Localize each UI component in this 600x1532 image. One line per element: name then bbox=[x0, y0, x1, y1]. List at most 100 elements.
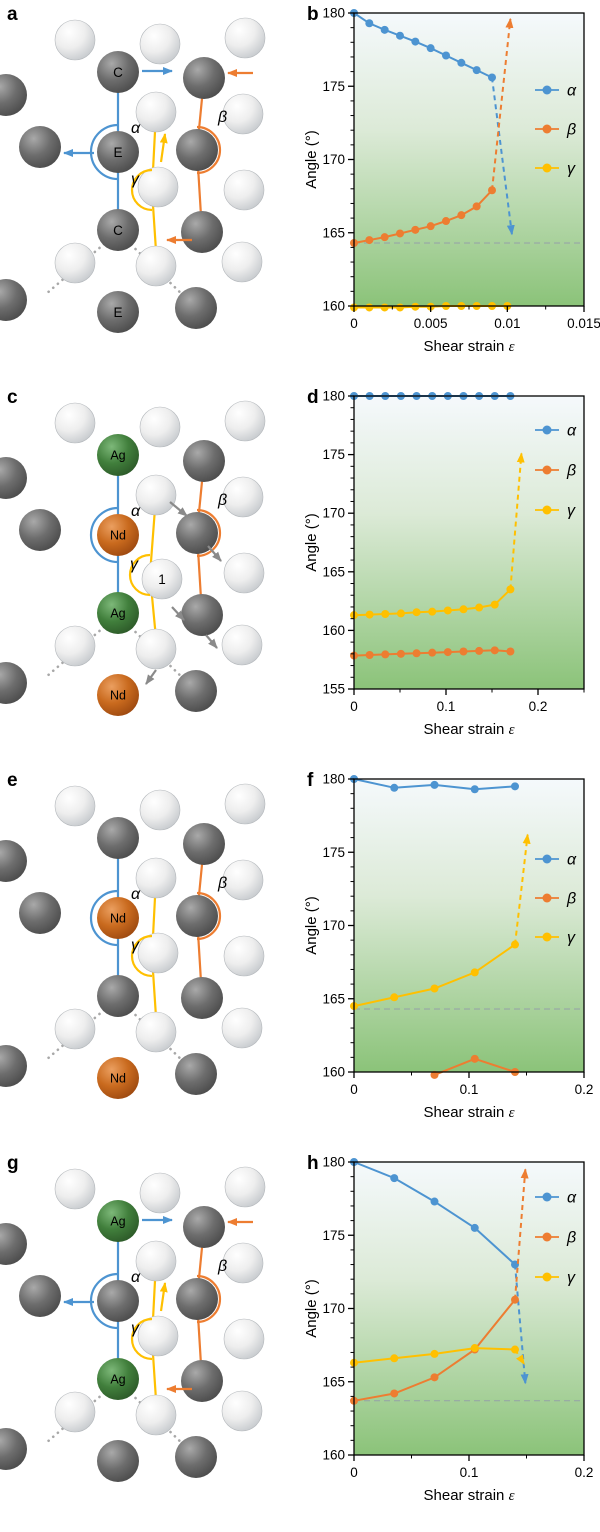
atom-sphere bbox=[183, 1206, 225, 1248]
data-point-α bbox=[396, 31, 404, 40]
data-point-α bbox=[390, 1174, 399, 1183]
panel-label-a: a bbox=[7, 4, 18, 25]
panel-d: 155 160 165 170 175 180 0 0.1 0.2 Shear strain ε A… bbox=[300, 383, 600, 766]
data-point-γ bbox=[430, 984, 439, 993]
x-tick-label: 0.2 bbox=[575, 1465, 594, 1480]
y-tick-label: 165 bbox=[322, 1374, 345, 1389]
atom-sphere bbox=[97, 1440, 139, 1482]
data-point-β bbox=[426, 222, 435, 231]
atom-sphere bbox=[0, 279, 27, 321]
legend-label: γ bbox=[567, 1270, 576, 1287]
atom-sphere bbox=[176, 895, 218, 937]
angle-symbol: α bbox=[131, 503, 141, 520]
atom-sphere bbox=[0, 840, 27, 882]
x-tick-label: 0.1 bbox=[460, 1465, 479, 1480]
atom-sphere bbox=[97, 817, 139, 859]
atom-sphere bbox=[0, 1045, 27, 1087]
atom-sphere bbox=[97, 514, 139, 556]
atom-sphere bbox=[135, 1011, 177, 1053]
angle-vs-strain-chart-f: 160 165 170 175 180 0 0.1 0.2 Shear strain ε Angl… bbox=[303, 772, 593, 1122]
data-point-α bbox=[511, 782, 519, 791]
data-point-β bbox=[428, 648, 437, 657]
x-tick-label: 0.1 bbox=[460, 1082, 479, 1097]
atom-sphere bbox=[224, 1166, 266, 1208]
y-tick-label: 170 bbox=[322, 152, 345, 167]
angle-symbol: γ bbox=[131, 937, 140, 954]
atom-sphere bbox=[0, 1223, 27, 1265]
trend-arrow-β bbox=[491, 17, 514, 191]
atom-sphere bbox=[97, 1057, 139, 1099]
y-tick-label: 165 bbox=[322, 991, 345, 1006]
series-line-β bbox=[353, 189, 493, 244]
panel-label-e: e bbox=[7, 770, 18, 791]
x-axis-label: Shear strain ε bbox=[424, 338, 515, 355]
y-tick-label: 180 bbox=[322, 6, 345, 21]
atom-sphere bbox=[137, 166, 179, 208]
atom-label: Nd bbox=[110, 912, 126, 926]
data-point-γ bbox=[428, 607, 437, 616]
data-point-γ bbox=[411, 302, 420, 311]
atom-sphere bbox=[97, 51, 139, 93]
panel-c: Ag Nd 1 Ag Nd α γ β c bbox=[0, 383, 300, 766]
data-point-α bbox=[472, 66, 481, 75]
y-tick-label: 175 bbox=[322, 447, 345, 462]
data-point-γ bbox=[470, 968, 479, 977]
x-axis-label: Shear strain ε bbox=[424, 1487, 515, 1504]
data-point-γ bbox=[412, 608, 421, 617]
data-point-α bbox=[430, 1197, 439, 1206]
atom-sphere bbox=[135, 474, 177, 516]
data-point-α bbox=[470, 1223, 479, 1232]
plot-background bbox=[354, 779, 584, 1072]
y-tick-label: 170 bbox=[322, 1301, 345, 1316]
atom-sphere bbox=[176, 129, 218, 171]
atom-sphere bbox=[222, 476, 264, 518]
atom-sphere bbox=[137, 932, 179, 974]
angle-symbol: γ bbox=[131, 1320, 140, 1337]
legend-label: α bbox=[567, 423, 577, 440]
data-point-β bbox=[412, 649, 421, 658]
atom-sphere bbox=[223, 1318, 265, 1360]
y-tick-label: 175 bbox=[322, 845, 345, 860]
plot-background bbox=[354, 13, 584, 306]
atom-sphere bbox=[97, 1200, 139, 1242]
atom-sphere bbox=[19, 509, 61, 551]
atom-sphere bbox=[222, 1242, 264, 1284]
panel-label-b: b bbox=[307, 4, 319, 25]
atom-sphere bbox=[135, 1394, 177, 1436]
atom-label: 1 bbox=[158, 572, 166, 587]
atom-sphere bbox=[139, 789, 181, 831]
atom-label: Nd bbox=[110, 689, 126, 703]
angle-vs-strain-chart-b: 160 165 170 175 180 0 0.005 0.01 0.015 Shear stra… bbox=[303, 6, 600, 356]
atom-sphere bbox=[139, 1172, 181, 1214]
data-point-γ bbox=[430, 1349, 439, 1358]
data-point-α bbox=[442, 51, 450, 60]
data-point-β bbox=[457, 211, 466, 220]
legend-label: β bbox=[566, 463, 576, 480]
y-tick-label: 180 bbox=[322, 1155, 345, 1170]
data-point-γ bbox=[511, 940, 519, 949]
y-axis-label: Angle (°) bbox=[303, 1279, 320, 1338]
y-tick-label: 165 bbox=[322, 225, 345, 240]
angle-vs-strain-chart-d: 155 160 165 170 175 180 0 0.1 0.2 Shear strain ε A… bbox=[303, 389, 585, 738]
atom-sphere bbox=[222, 859, 264, 901]
atom-sphere bbox=[175, 1053, 217, 1095]
data-point-γ bbox=[390, 1354, 399, 1363]
legend-label: β bbox=[566, 122, 576, 139]
angle-symbol: α bbox=[131, 1269, 141, 1286]
y-tick-label: 160 bbox=[322, 1065, 345, 1080]
angle-arc bbox=[196, 125, 222, 175]
data-point-γ bbox=[381, 609, 390, 618]
atom-sphere bbox=[54, 19, 96, 61]
atom-label: Ag bbox=[110, 607, 125, 621]
atom-label: E bbox=[113, 145, 122, 160]
atom-sphere bbox=[181, 594, 223, 636]
data-point-γ bbox=[475, 603, 484, 612]
data-point-γ bbox=[490, 600, 499, 609]
panel-h: 160 165 170 175 180 0 0.1 0.2 Shear strain ε Angl… bbox=[300, 1149, 600, 1532]
data-point-γ bbox=[511, 1345, 519, 1354]
x-tick-label: 0 bbox=[350, 699, 358, 714]
x-tick-label: 0 bbox=[350, 1082, 358, 1097]
atom-sphere bbox=[97, 434, 139, 476]
